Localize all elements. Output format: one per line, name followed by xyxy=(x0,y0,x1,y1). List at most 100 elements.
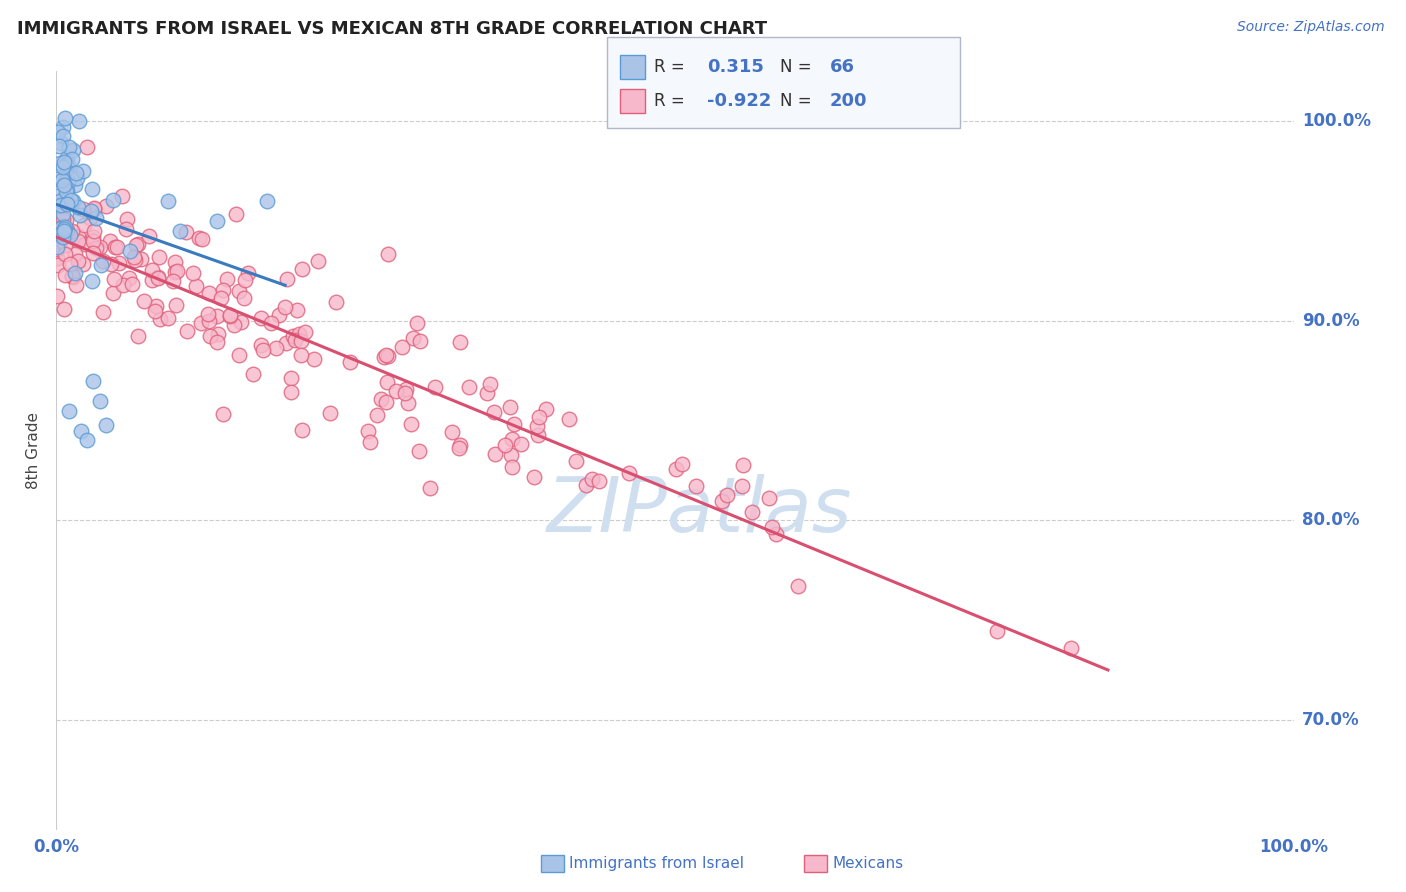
Point xyxy=(48,238,70,252)
Point xyxy=(52,230,75,244)
Point xyxy=(60,268,83,283)
Point xyxy=(46,240,69,254)
Point xyxy=(325,295,347,310)
Point xyxy=(218,308,240,322)
Point xyxy=(67,254,90,268)
Point xyxy=(60,152,83,166)
Text: -0.922: -0.922 xyxy=(707,92,772,110)
Point xyxy=(46,212,69,227)
Point xyxy=(290,348,312,362)
Point xyxy=(197,307,219,321)
Text: 70.0%: 70.0% xyxy=(1302,711,1360,729)
Point xyxy=(225,207,247,221)
Point xyxy=(274,336,297,351)
Point xyxy=(59,257,82,271)
Point xyxy=(129,252,152,267)
Point xyxy=(51,173,73,187)
Point xyxy=(89,393,111,408)
Point xyxy=(53,155,76,169)
Point xyxy=(394,386,416,401)
Point xyxy=(84,211,107,225)
Point xyxy=(575,478,598,492)
Point xyxy=(565,454,588,468)
Point xyxy=(529,410,551,425)
Point xyxy=(73,218,96,232)
Point xyxy=(80,182,103,196)
Point xyxy=(741,505,763,519)
Point xyxy=(146,271,169,285)
Point xyxy=(228,348,250,362)
Point xyxy=(105,240,128,254)
Point xyxy=(114,222,136,236)
Point xyxy=(501,432,523,446)
Point xyxy=(46,172,69,186)
Point xyxy=(101,193,124,207)
Point xyxy=(52,206,75,220)
Point xyxy=(53,224,76,238)
Text: IMMIGRANTS FROM ISRAEL VS MEXICAN 8TH GRADE CORRELATION CHART: IMMIGRANTS FROM ISRAEL VS MEXICAN 8TH GR… xyxy=(17,20,768,37)
Point xyxy=(108,256,131,270)
Point xyxy=(228,284,250,298)
Point xyxy=(79,211,101,225)
Point xyxy=(55,184,77,198)
Point xyxy=(219,310,242,324)
Point xyxy=(141,263,163,277)
Point xyxy=(449,438,471,452)
Point xyxy=(250,311,273,326)
Point xyxy=(90,258,112,272)
Point xyxy=(72,202,94,217)
Point xyxy=(256,194,278,208)
Point xyxy=(72,163,94,178)
Point xyxy=(408,444,430,458)
Point xyxy=(377,246,399,260)
Point xyxy=(60,224,83,238)
Point xyxy=(52,160,75,174)
Point xyxy=(231,315,253,329)
Text: ZIPatlas: ZIPatlas xyxy=(547,475,852,548)
Y-axis label: 8th Grade: 8th Grade xyxy=(25,412,41,489)
Point xyxy=(319,406,342,420)
Point xyxy=(523,470,546,484)
Point xyxy=(419,482,441,496)
Point xyxy=(66,200,89,214)
Point xyxy=(72,257,94,271)
Point xyxy=(166,263,188,277)
Point xyxy=(56,157,79,171)
Point xyxy=(84,241,107,255)
Point xyxy=(276,272,298,286)
Point xyxy=(91,254,114,268)
Point xyxy=(53,247,76,261)
Point xyxy=(122,250,145,264)
Point xyxy=(190,316,212,330)
Point xyxy=(124,253,146,268)
Point xyxy=(787,579,810,593)
Point xyxy=(60,269,83,284)
Point xyxy=(148,250,170,264)
Point xyxy=(127,329,149,343)
Point xyxy=(49,211,72,225)
Point xyxy=(176,324,198,338)
Point xyxy=(375,348,398,362)
Point xyxy=(685,479,707,493)
Point xyxy=(49,156,72,170)
Point xyxy=(494,437,516,451)
Point xyxy=(375,375,398,389)
Point xyxy=(53,222,76,236)
Point xyxy=(986,624,1008,639)
Point xyxy=(55,184,77,198)
Point xyxy=(55,268,77,282)
Point xyxy=(264,341,287,355)
Point xyxy=(588,474,610,488)
Point xyxy=(527,427,550,442)
Point xyxy=(232,291,254,305)
Point xyxy=(733,458,755,472)
Point xyxy=(211,291,233,305)
Point xyxy=(357,424,380,438)
Text: N =: N = xyxy=(780,58,817,76)
Point xyxy=(60,193,83,207)
Point xyxy=(69,207,91,221)
Point xyxy=(280,371,302,385)
Point xyxy=(156,194,179,208)
Point xyxy=(66,235,89,249)
Point xyxy=(55,212,77,227)
